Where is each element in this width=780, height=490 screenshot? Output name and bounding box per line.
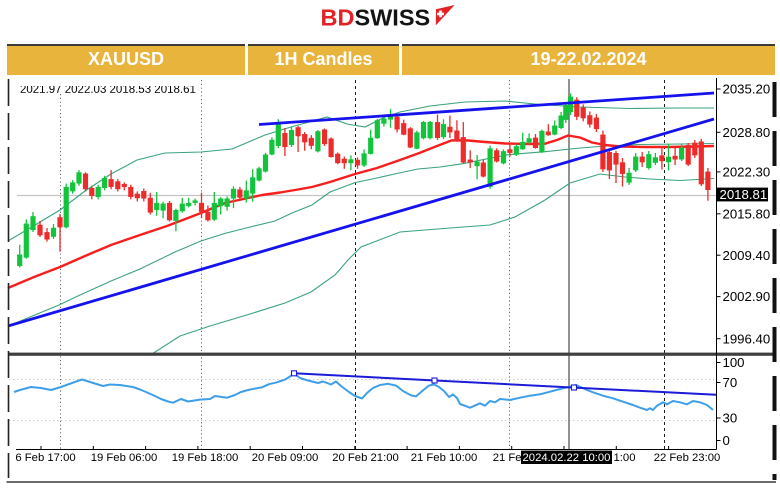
svg-text:2009.40: 2009.40 (723, 248, 771, 263)
svg-text:19 Feb 18:00: 19 Feb 18:00 (172, 452, 239, 464)
svg-text:2035.20: 2035.20 (723, 82, 771, 97)
svg-text:20 Feb 21:00: 20 Feb 21:00 (332, 452, 399, 464)
svg-text:21 Feb 10:00: 21 Feb 10:00 (411, 452, 478, 464)
svg-text:BDSWISS: BDSWISS (321, 5, 431, 31)
svg-text:20 Feb 09:00: 20 Feb 09:00 (252, 452, 319, 464)
svg-text:30: 30 (723, 411, 738, 426)
svg-text:22 Feb 23:00: 22 Feb 23:00 (654, 452, 721, 464)
svg-text:2028.80: 2028.80 (723, 125, 771, 140)
svg-text:2018.81: 2018.81 (720, 187, 768, 202)
svg-text:2022.30: 2022.30 (723, 165, 771, 180)
svg-text:2002.90: 2002.90 (723, 289, 771, 304)
svg-text:1:00: 1:00 (614, 452, 636, 464)
svg-text:70: 70 (723, 375, 738, 390)
svg-text:1996.40: 1996.40 (723, 331, 771, 346)
svg-text:100: 100 (723, 355, 745, 370)
svg-text:2015.80: 2015.80 (723, 206, 771, 221)
svg-text:2021.97 2022.03 2018.53 2018.6: 2021.97 2022.03 2018.53 2018.61 (20, 84, 196, 96)
svg-text:6 Feb 17:00: 6 Feb 17:00 (15, 452, 75, 464)
svg-text:2024.02.22 10:00: 2024.02.22 10:00 (523, 452, 611, 464)
svg-text:0: 0 (723, 433, 730, 448)
svg-text:19 Feb 06:00: 19 Feb 06:00 (91, 452, 158, 464)
